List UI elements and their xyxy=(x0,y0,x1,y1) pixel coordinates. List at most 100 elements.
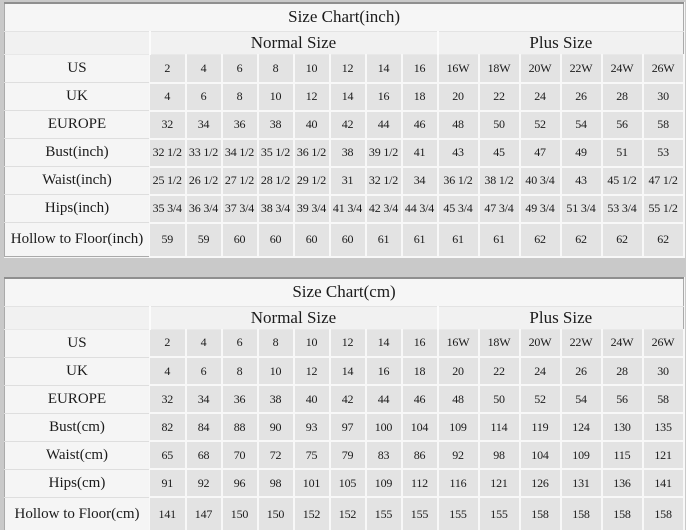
size-cell: 79 xyxy=(329,440,367,470)
size-cell: 14 xyxy=(365,54,403,84)
size-cell: 131 xyxy=(560,468,603,498)
table-row: UK 4 6 8 10 12 14 16 18 20 22 24 26 28 30 xyxy=(4,82,685,112)
size-cell: 40 xyxy=(293,384,331,414)
size-cell: 18 xyxy=(401,82,439,112)
size-cell: 124 xyxy=(560,412,603,442)
size-cell: 4 xyxy=(149,82,187,112)
row-label: Hollow to Floor(inch) xyxy=(4,222,150,257)
size-cell: 12 xyxy=(293,82,331,112)
size-cell: 38 xyxy=(329,138,367,168)
size-cell: 60 xyxy=(329,222,367,258)
size-cell: 62 xyxy=(641,222,685,258)
size-cell: 112 xyxy=(401,468,439,498)
size-cell: 114 xyxy=(478,412,521,442)
size-cell: 83 xyxy=(365,440,403,470)
size-cell: 75 xyxy=(293,440,331,470)
table-row: EUROPE 32 34 36 38 40 42 44 46 48 50 52 54 56 58 xyxy=(4,384,685,414)
row-label: US xyxy=(4,329,150,358)
size-cell: 121 xyxy=(641,440,685,470)
size-cell: 41 xyxy=(401,138,439,168)
size-cell: 14 xyxy=(329,82,367,112)
size-cell: 30 xyxy=(641,356,685,386)
size-cell: 58 xyxy=(641,110,685,140)
column-group-normal-size: Normal Size xyxy=(148,306,438,330)
size-cell: 8 xyxy=(221,356,259,386)
size-cell: 45 xyxy=(478,138,521,168)
size-cell: 8 xyxy=(221,82,259,112)
size-cell: 16 xyxy=(365,82,403,112)
size-cell: 42 xyxy=(329,384,367,414)
size-cell: 158 xyxy=(560,496,603,530)
size-cell: 20 xyxy=(437,356,480,386)
size-cell: 32 1/2 xyxy=(149,138,187,168)
size-cell: 44 xyxy=(365,384,403,414)
size-cell: 34 xyxy=(185,384,223,414)
size-cell: 141 xyxy=(149,496,187,530)
size-cell: 16W xyxy=(437,54,480,84)
table-row: Bust(cm) 82 84 88 90 93 97 100 104 109 114 119 124 13… xyxy=(4,412,685,442)
size-cell: 158 xyxy=(601,496,644,530)
size-cell: 45 1/2 xyxy=(601,166,644,196)
table-title: Size Chart(inch) xyxy=(4,3,684,32)
size-cell: 50 xyxy=(478,384,521,414)
size-cell: 38 3/4 xyxy=(257,194,295,224)
size-cell: 26 1/2 xyxy=(185,166,223,196)
size-cell: 136 xyxy=(601,468,644,498)
size-cell: 105 xyxy=(329,468,367,498)
size-cell: 4 xyxy=(185,54,223,84)
size-cell: 18 xyxy=(401,356,439,386)
size-cell: 36 3/4 xyxy=(185,194,223,224)
size-cell: 60 xyxy=(257,222,295,258)
size-cell: 61 xyxy=(401,222,439,258)
size-cell: 36 1/2 xyxy=(293,138,331,168)
size-cell: 32 1/2 xyxy=(365,166,403,196)
size-cell: 42 xyxy=(329,110,367,140)
corner-spacer xyxy=(4,306,150,330)
size-cell: 36 xyxy=(221,110,259,140)
size-cell: 32 xyxy=(149,110,187,140)
size-cell: 109 xyxy=(560,440,603,470)
size-cell: 92 xyxy=(185,468,223,498)
size-cell: 54 xyxy=(560,110,603,140)
size-cell: 59 xyxy=(149,222,187,258)
size-chart-cm-table: Size Chart(cm) Normal Size Plus Size US 2 4 6 8… xyxy=(4,276,685,530)
size-cell: 51 3/4 xyxy=(560,194,603,224)
row-label: Waist(inch) xyxy=(4,166,150,195)
row-label: Waist(cm) xyxy=(4,441,150,470)
size-cell: 92 xyxy=(437,440,480,470)
size-cell: 12 xyxy=(293,356,331,386)
size-cell: 22 xyxy=(478,356,521,386)
table-row: Hips(cm) 91 92 96 98 101 105 109 112 116 121 126 131… xyxy=(4,468,685,498)
size-cell: 4 xyxy=(149,356,187,386)
size-cell: 121 xyxy=(478,468,521,498)
size-cell: 34 1/2 xyxy=(221,138,259,168)
size-cell: 119 xyxy=(519,412,562,442)
size-cell: 53 xyxy=(641,138,685,168)
table-row: Waist(cm) 65 68 70 72 75 79 83 86 92 98 104 109 115 12… xyxy=(4,440,685,470)
size-cell: 84 xyxy=(185,412,223,442)
size-cell: 37 3/4 xyxy=(221,194,259,224)
row-label: EUROPE xyxy=(4,385,150,414)
size-cell: 6 xyxy=(185,356,223,386)
size-cell: 126 xyxy=(519,468,562,498)
size-cell: 45 3/4 xyxy=(437,194,480,224)
size-cell: 16 xyxy=(401,328,439,358)
size-cell: 4 xyxy=(185,328,223,358)
size-cell: 2 xyxy=(149,328,187,358)
table-row: Waist(inch) 25 1/2 26 1/2 27 1/2 28 1/2 29 1/… xyxy=(4,166,685,196)
size-cell: 39 1/2 xyxy=(365,138,403,168)
column-group-plus-size: Plus Size xyxy=(436,306,684,330)
size-cell: 20 xyxy=(437,82,480,112)
size-cell: 155 xyxy=(437,496,480,530)
size-cell: 55 1/2 xyxy=(641,194,685,224)
size-cell: 150 xyxy=(221,496,259,530)
size-cell: 104 xyxy=(519,440,562,470)
size-cell: 56 xyxy=(601,110,644,140)
size-cell: 116 xyxy=(437,468,480,498)
size-cell: 60 xyxy=(221,222,259,258)
size-cell: 44 3/4 xyxy=(401,194,439,224)
size-cell: 150 xyxy=(257,496,295,530)
size-cell: 10 xyxy=(257,82,295,112)
size-cell: 24W xyxy=(601,328,644,358)
size-cell: 48 xyxy=(437,110,480,140)
